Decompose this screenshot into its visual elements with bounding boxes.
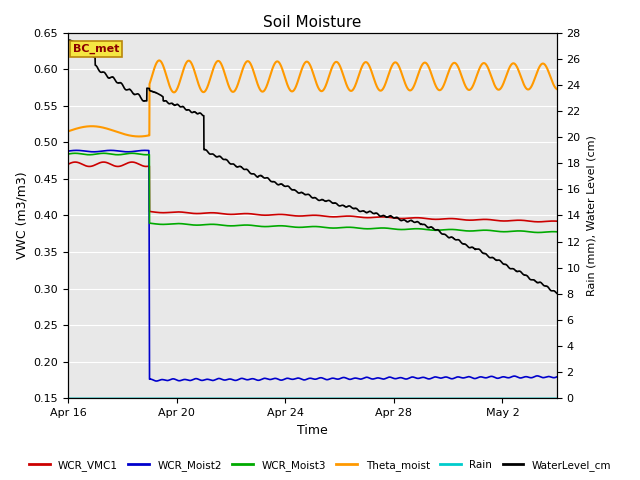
Rain [273,396,280,401]
Rain [252,396,259,401]
WaterLevel_cm [149,89,157,95]
Theta_moist [543,66,551,72]
Y-axis label: VWC (m3/m3): VWC (m3/m3) [15,172,28,259]
Theta_moist [135,133,143,139]
WCR_Moist2 [64,148,72,154]
Line: WCR_VMC1: WCR_VMC1 [68,162,557,222]
WCR_Moist3 [553,229,561,235]
X-axis label: Time: Time [297,424,328,437]
Rain [553,396,561,401]
WCR_Moist3 [120,151,128,157]
Theta_moist [273,59,281,64]
Theta_moist [553,86,561,92]
WCR_Moist2 [553,374,561,380]
Theta_moist [252,76,260,82]
WaterLevel_cm [543,284,551,289]
Line: WaterLevel_cm: WaterLevel_cm [68,40,557,293]
Theta_moist [64,129,72,134]
WCR_Moist3 [491,228,499,234]
Legend: WCR_VMC1, WCR_Moist2, WCR_Moist3, Theta_moist, Rain, WaterLevel_cm: WCR_VMC1, WCR_Moist2, WCR_Moist3, Theta_… [24,456,616,475]
WCR_VMC1 [491,217,499,223]
Theta_moist [156,58,163,63]
WCR_Moist3 [64,151,72,157]
WCR_Moist2 [141,147,148,153]
WaterLevel_cm [252,172,259,178]
WCR_Moist2 [149,377,157,383]
WCR_Moist3 [252,223,259,228]
WCR_Moist2 [152,378,160,384]
Rain [64,396,72,401]
Theta_moist [491,83,499,89]
Rain [491,396,499,401]
WCR_Moist2 [252,377,260,383]
WCR_VMC1 [149,209,157,215]
Rain [120,396,127,401]
Line: WCR_Moist3: WCR_Moist3 [68,153,557,232]
WaterLevel_cm [120,84,127,90]
WCR_Moist3 [273,223,281,229]
Line: Theta_moist: Theta_moist [68,60,557,136]
WCR_Moist3 [100,150,108,156]
WCR_VMC1 [64,161,72,167]
Theta_moist [120,131,127,137]
WCR_Moist2 [273,376,281,382]
WCR_VMC1 [534,219,542,225]
Theta_moist [149,70,157,76]
Rain [543,396,551,401]
WCR_VMC1 [543,218,551,224]
WCR_VMC1 [252,212,259,217]
Title: Soil Moisture: Soil Moisture [263,15,362,30]
WCR_VMC1 [100,159,108,165]
WCR_VMC1 [120,162,128,168]
WCR_Moist2 [543,374,551,380]
Text: BC_met: BC_met [73,44,119,54]
WCR_Moist2 [120,149,127,155]
WCR_Moist3 [149,221,157,227]
WaterLevel_cm [64,37,72,43]
WCR_VMC1 [273,212,281,217]
Rain [149,396,157,401]
WCR_Moist2 [491,374,499,380]
Y-axis label: Rain (mm), Water Level (cm): Rain (mm), Water Level (cm) [586,135,596,296]
WaterLevel_cm [273,181,280,187]
WCR_VMC1 [553,218,561,224]
WaterLevel_cm [553,290,561,296]
WCR_Moist3 [543,229,551,235]
WaterLevel_cm [491,256,499,262]
Line: WCR_Moist2: WCR_Moist2 [68,150,557,381]
WCR_Moist3 [534,229,542,235]
